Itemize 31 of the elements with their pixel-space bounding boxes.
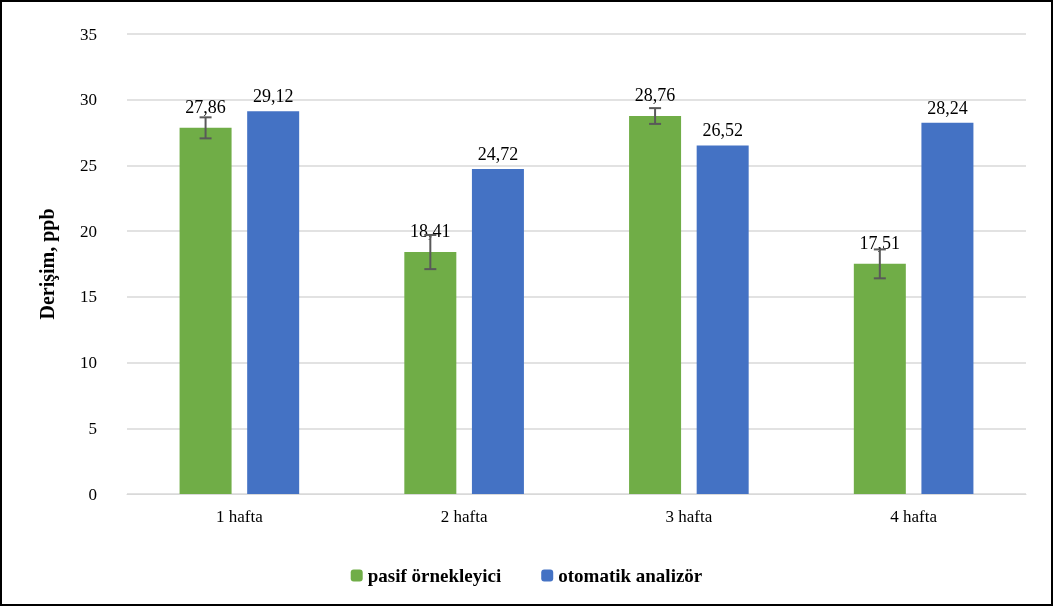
bar bbox=[247, 111, 300, 494]
bar bbox=[629, 116, 682, 494]
legend-label: pasif örnekleyici bbox=[367, 565, 502, 586]
data-label: 29,12 bbox=[252, 86, 294, 107]
bar bbox=[404, 252, 457, 494]
data-label: 28,24 bbox=[927, 97, 968, 118]
bar bbox=[179, 127, 232, 494]
x-tick-label: 4 hafta bbox=[890, 507, 938, 526]
data-label: 28,76 bbox=[634, 85, 676, 106]
x-tick-label: 3 hafta bbox=[665, 507, 713, 526]
y-tick-label: 15 bbox=[80, 287, 97, 307]
y-tick-label: 10 bbox=[80, 353, 97, 373]
bar bbox=[921, 122, 974, 494]
y-tick-label: 30 bbox=[80, 90, 97, 110]
y-axis-title: Derişim, ppb bbox=[36, 208, 59, 320]
y-tick-label: 5 bbox=[88, 418, 97, 438]
x-tick-label: 1 hafta bbox=[216, 507, 264, 526]
x-tick-label: 2 hafta bbox=[440, 507, 488, 526]
y-tick-label: 0 bbox=[88, 484, 97, 504]
data-label: 26,52 bbox=[702, 120, 743, 141]
bar bbox=[471, 169, 524, 494]
y-tick-label: 20 bbox=[80, 221, 97, 241]
data-label: 17,51 bbox=[859, 232, 901, 253]
y-tick-label: 35 bbox=[80, 24, 97, 44]
y-tick-label: 25 bbox=[80, 155, 97, 175]
bar bbox=[853, 263, 906, 494]
legend-label: otomatik analizör bbox=[558, 565, 703, 586]
data-label: 18,41 bbox=[410, 221, 451, 242]
data-label: 27,86 bbox=[185, 96, 226, 117]
data-label: 24,72 bbox=[477, 144, 519, 165]
bar bbox=[696, 145, 749, 494]
